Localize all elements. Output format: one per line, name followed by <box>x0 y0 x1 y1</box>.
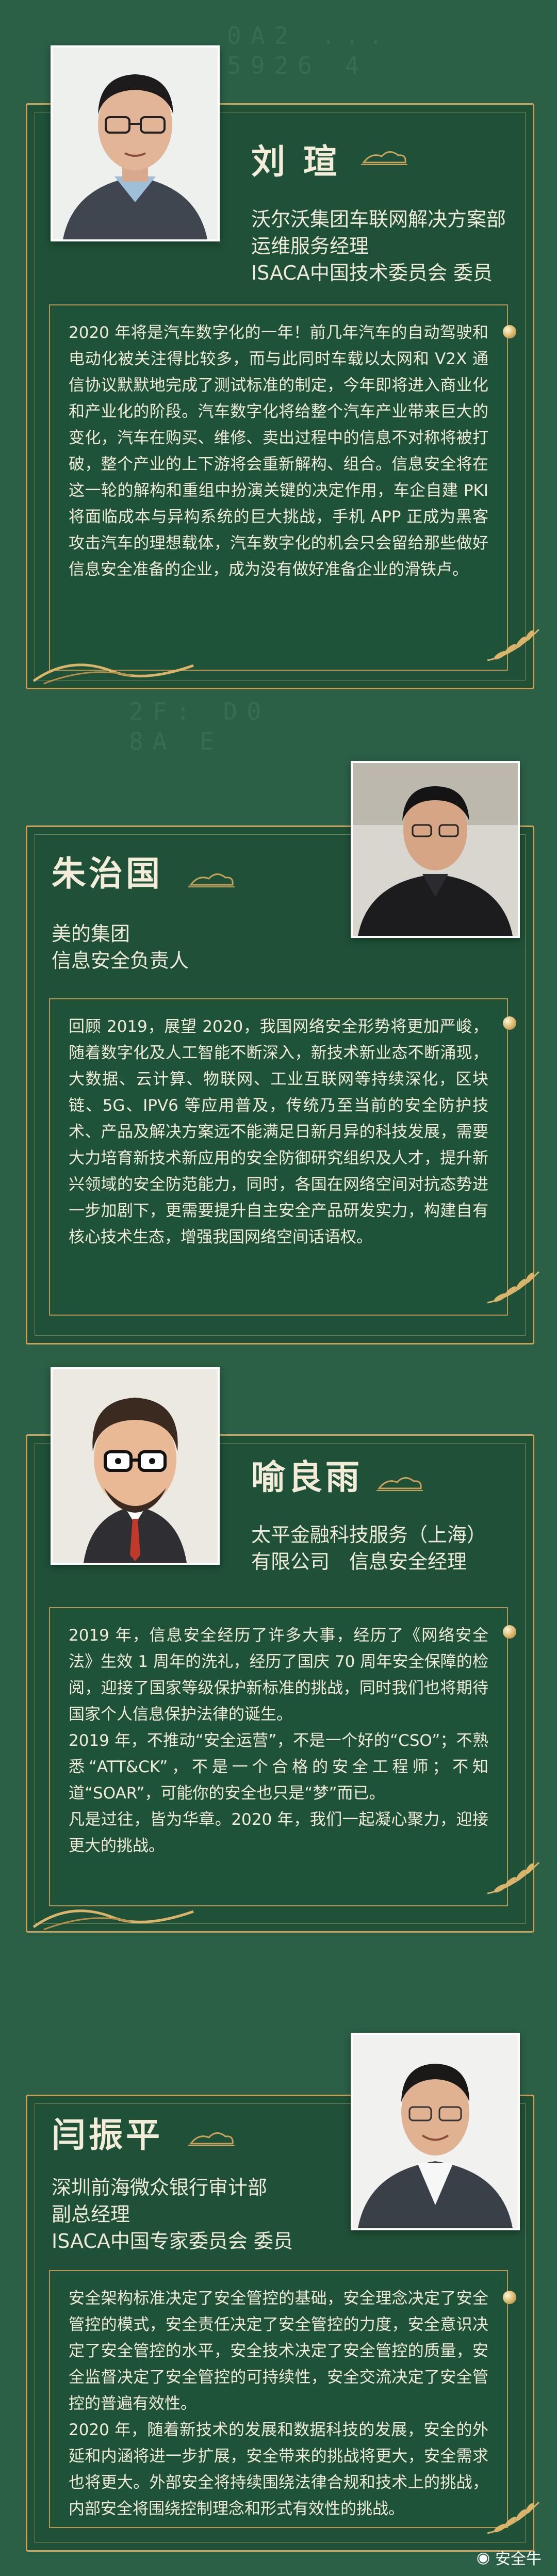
profile-name-4: 闫振平 <box>52 2108 163 2157</box>
laurel-leaf-icon <box>482 1857 544 1899</box>
wechat-icon: ◉ <box>477 2549 490 2567</box>
profile-title-line: 深圳前海微众银行审计部 <box>52 2175 267 2200</box>
laurel-leaf-icon <box>482 2497 544 2538</box>
profile-statement-2: 回顾 2019，展望 2020，我国网络安全形势将更加严峻，随着数字化及人工智能… <box>49 998 508 1316</box>
profile-photo-4 <box>351 2033 520 2230</box>
watermark: ◉ 安全牛 <box>477 2546 542 2569</box>
background-digits: 0A2 ... 5926 4 <box>227 21 392 80</box>
profile-title-line: ISACA中国专家委员会 委员 <box>52 2228 293 2254</box>
profile-name-2: 朱治国 <box>52 846 163 896</box>
portrait-man-glasses-icon <box>53 47 218 239</box>
statement-paragraph: 2019 年，不推动“安全运营”，不是一个好的“CSO”；不熟悉“ATT&CK”… <box>69 1728 488 1807</box>
statement-paragraph: 凡是过往，皆为华章。2020 年，我们一起凝心聚力，迎接更大的挑战。 <box>69 1807 488 1859</box>
laurel-leaf-icon <box>482 1267 544 1308</box>
profile-title-line: 太平金融科技服务（上海） <box>251 1522 486 1548</box>
profile-photo-3 <box>51 1367 220 1565</box>
profile-statement-3: 2019 年，信息安全经历了许多大事，经历了《网络安全法》生效 1 周年的洗礼，… <box>49 1607 508 1906</box>
profile-title-line: 沃尔沃集团车联网解决方案部 <box>251 206 506 232</box>
statement-paragraph: 2020 年将是汽车数字化的一年！前几年汽车的自动驾驶和电动化被关注得比较多，而… <box>69 320 488 583</box>
cloud-ornament-icon <box>188 2128 235 2149</box>
background-digits: 2F: D0 8A E <box>129 696 270 756</box>
portrait-man-suit-icon <box>353 2035 518 2228</box>
statement-paragraph: 回顾 2019，展望 2020，我国网络安全形势将更加严峻，随着数字化及人工智能… <box>69 1014 488 1251</box>
profile-name-3: 喻良雨 <box>251 1450 363 1499</box>
profile-title-line: ISACA中国技术委员会 委员 <box>251 260 493 286</box>
profile-title-line: 有限公司 信息安全经理 <box>251 1549 467 1575</box>
profile-title-line: 副总经理 <box>52 2201 130 2227</box>
portrait-man-dark-icon <box>353 763 518 936</box>
gold-dot-icon <box>503 2291 516 2304</box>
profile-photo-2 <box>351 761 520 938</box>
profile-title-line: 信息安全负责人 <box>52 948 189 974</box>
profile-photo-1 <box>51 45 220 241</box>
profile-title-line: 美的集团 <box>52 921 130 947</box>
profile-statement-4: 安全架构标准决定了安全管控的基础，安全理念决定了安全管控的模式，安全责任决定了安… <box>49 2270 508 2528</box>
laurel-leaf-icon <box>482 624 544 666</box>
statement-paragraph: 2020 年，随着新技术的发展和数据科技的发展，安全的外延和内涵将进一步扩展，安… <box>69 2417 488 2522</box>
gold-swirl-icon <box>28 655 199 686</box>
profile-title-line: 运维服务经理 <box>251 233 369 259</box>
cartoon-avatar-icon <box>53 1369 218 1563</box>
cloud-ornament-icon <box>376 1473 423 1494</box>
cloud-ornament-icon <box>361 147 407 168</box>
gold-swirl-icon <box>28 1901 199 1932</box>
profile-name-1: 刘 瑄 <box>251 134 340 184</box>
gold-dot-icon <box>503 1625 516 1639</box>
profile-statement-1: 2020 年将是汽车数字化的一年！前几年汽车的自动驾驶和电动化被关注得比较多，而… <box>49 304 508 671</box>
gold-dot-icon <box>503 1016 516 1030</box>
cloud-ornament-icon <box>188 869 235 890</box>
gold-dot-icon <box>503 325 516 338</box>
statement-paragraph: 安全架构标准决定了安全管控的基础，安全理念决定了安全管控的模式，安全责任决定了安… <box>69 2286 488 2417</box>
watermark-text: 安全牛 <box>495 2546 542 2569</box>
statement-paragraph: 2019 年，信息安全经历了许多大事，经历了《网络安全法》生效 1 周年的洗礼，… <box>69 1623 488 1728</box>
